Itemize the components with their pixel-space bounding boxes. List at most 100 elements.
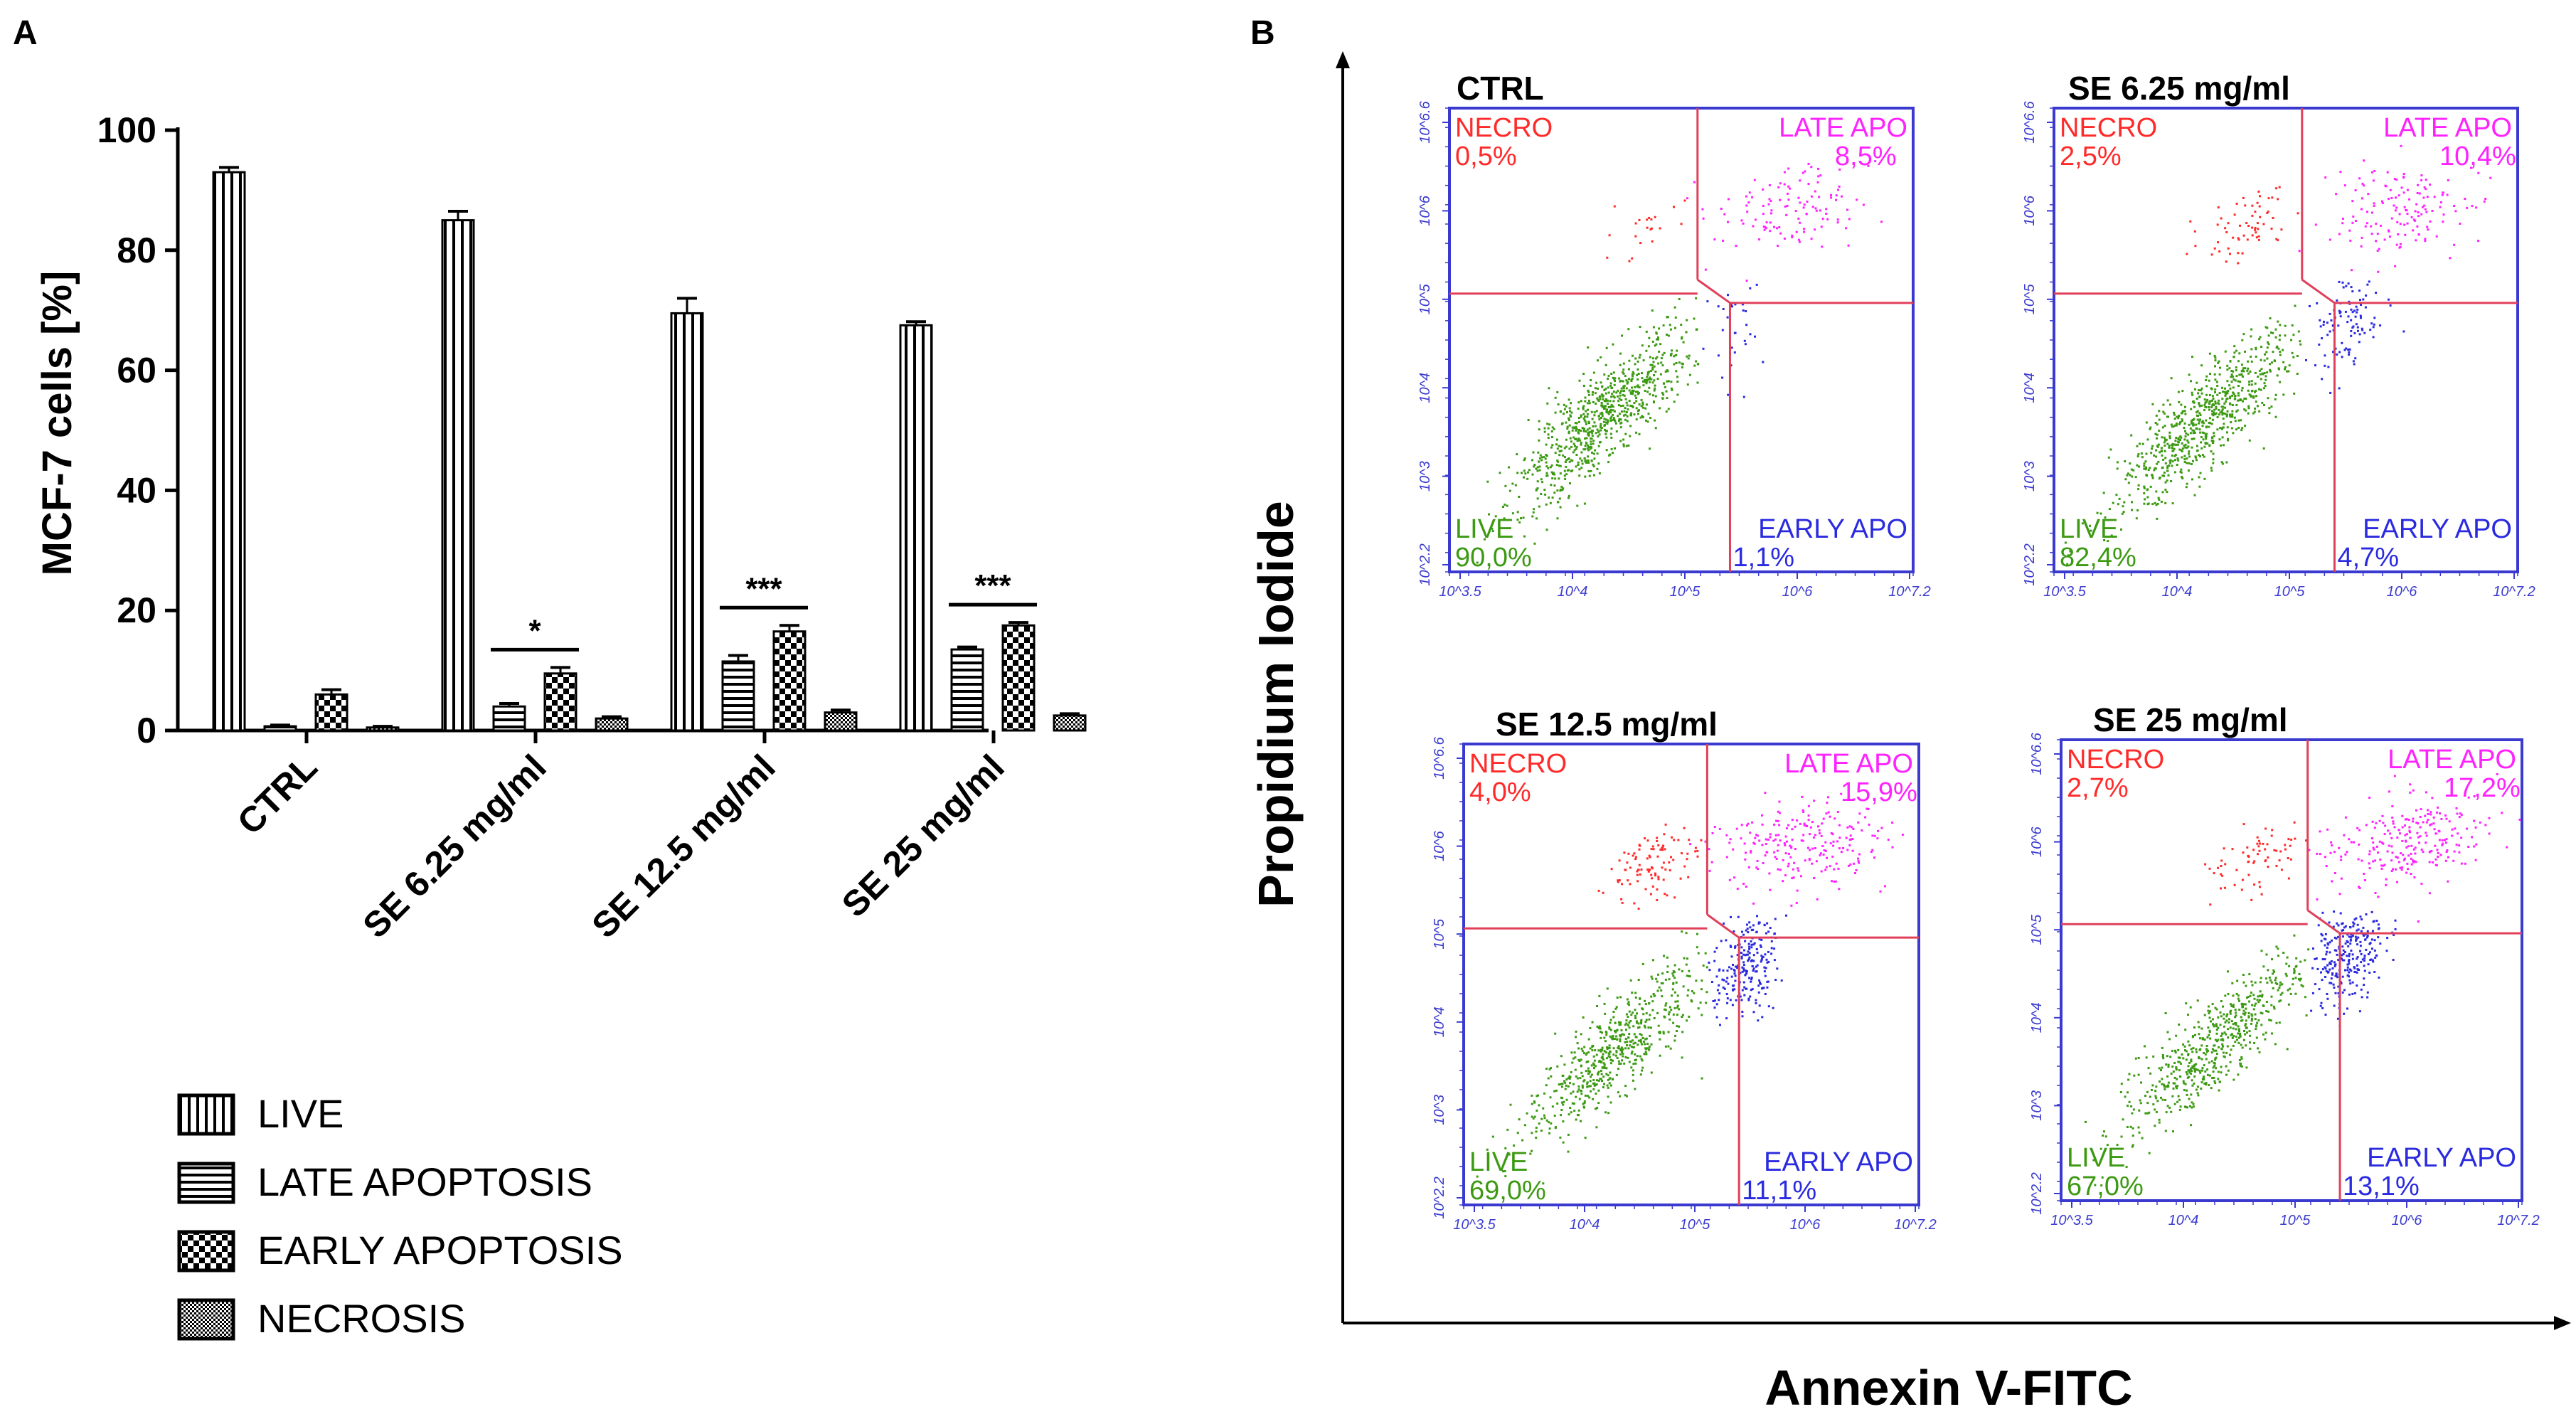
event-dot xyxy=(2244,1033,2247,1036)
event-dot xyxy=(2085,1120,2087,1123)
event-dot xyxy=(2267,197,2270,200)
event-dot xyxy=(1747,942,1750,945)
event-dot xyxy=(1619,418,1622,421)
event-dot xyxy=(2354,935,2357,938)
event-dot xyxy=(2328,921,2331,924)
event-dot xyxy=(2177,417,2180,420)
event-dot xyxy=(1750,850,1752,853)
event-dot xyxy=(2282,349,2284,351)
y-tick-label: 10^4 xyxy=(1417,373,1433,403)
event-dot xyxy=(1763,228,1766,231)
event-dot xyxy=(1833,881,1836,883)
event-dot xyxy=(2341,959,2344,962)
event-dot xyxy=(1600,427,1603,429)
event-dot xyxy=(2316,302,2319,304)
event-dot xyxy=(2256,836,2259,839)
event-dot xyxy=(1580,451,1583,454)
event-dot xyxy=(1644,999,1646,1002)
event-dot xyxy=(2399,866,2402,869)
event-dot xyxy=(1826,856,1828,859)
event-dot xyxy=(1588,474,1591,477)
event-dot xyxy=(1632,854,1634,857)
event-dot xyxy=(1718,827,1721,830)
event-dot xyxy=(2106,1144,2109,1147)
event-dot xyxy=(2231,410,2234,413)
event-dot xyxy=(1832,844,1835,847)
event-dot xyxy=(2347,945,2350,947)
event-dot xyxy=(2328,951,2331,954)
quadrant-value-live: 69,0% xyxy=(1469,1176,1546,1206)
event-dot xyxy=(1626,1095,1628,1098)
event-dot xyxy=(2200,1058,2203,1061)
event-dot xyxy=(1847,244,1850,247)
event-dot xyxy=(1836,840,1838,843)
event-dot xyxy=(2219,427,2222,430)
event-dot xyxy=(1604,392,1607,395)
event-dot xyxy=(2254,408,2257,410)
event-dot xyxy=(2264,375,2267,378)
event-dot xyxy=(1603,405,1606,408)
event-dot xyxy=(2477,171,2480,174)
event-dot xyxy=(1777,245,1779,248)
event-dot xyxy=(1853,798,1856,801)
event-dot xyxy=(1765,958,1768,961)
event-dot xyxy=(2361,236,2363,239)
event-dot xyxy=(1628,389,1631,392)
event-dot xyxy=(2189,427,2192,430)
event-dot xyxy=(1619,1035,1622,1038)
event-dot xyxy=(1648,1046,1651,1048)
event-dot xyxy=(1635,1020,1638,1023)
event-dot xyxy=(1597,889,1600,892)
event-dot xyxy=(2213,432,2215,435)
event-dot xyxy=(1562,487,1565,490)
event-dot xyxy=(1656,378,1659,381)
event-dot xyxy=(1602,1075,1605,1078)
event-dot xyxy=(2198,403,2200,405)
event-dot xyxy=(2246,997,2248,999)
event-dot xyxy=(1651,1000,1654,1003)
event-dot xyxy=(2332,351,2334,354)
event-dot xyxy=(2131,1135,2134,1137)
event-dot xyxy=(1538,505,1540,508)
event-dot xyxy=(2258,849,2261,852)
event-dot xyxy=(1562,1103,1565,1106)
event-dot xyxy=(2123,501,2126,504)
event-dot xyxy=(2137,1073,2140,1076)
event-dot xyxy=(2233,345,2236,348)
event-dot xyxy=(1702,217,1705,220)
event-dot xyxy=(2389,188,2392,191)
event-dot xyxy=(2237,392,2240,395)
event-dot xyxy=(2256,842,2259,845)
event-dot xyxy=(2484,824,2487,827)
event-dot xyxy=(1766,961,1769,964)
event-dot xyxy=(2426,196,2429,198)
event-dot xyxy=(1613,417,1615,420)
event-dot xyxy=(1601,415,1604,418)
event-dot xyxy=(1622,371,1624,373)
event-dot xyxy=(1654,344,1656,347)
event-dot xyxy=(1570,445,1572,448)
event-dot xyxy=(1545,474,1548,477)
event-dot xyxy=(1769,230,1772,233)
event-dot xyxy=(1619,363,1622,366)
event-dot xyxy=(2156,1100,2159,1102)
event-dot xyxy=(2316,898,2319,900)
event-dot xyxy=(2231,1036,2234,1039)
event-dot xyxy=(2179,1105,2182,1108)
event-dot xyxy=(1687,989,1690,992)
event-dot xyxy=(1637,1039,1640,1042)
event-dot xyxy=(1486,480,1489,483)
event-dot xyxy=(2310,1009,2313,1012)
event-dot xyxy=(2179,1062,2182,1065)
event-dot xyxy=(2467,796,2470,799)
event-dot xyxy=(2194,1034,2196,1036)
event-dot xyxy=(2226,364,2229,367)
event-dot xyxy=(1809,833,1811,836)
event-dot xyxy=(1752,943,1755,946)
event-dot xyxy=(2348,971,2351,974)
event-dot xyxy=(1575,1118,1577,1121)
event-dot xyxy=(2135,517,2138,520)
event-dot xyxy=(2185,432,2188,435)
event-dot xyxy=(1587,1051,1590,1053)
event-dot xyxy=(1686,858,1688,861)
